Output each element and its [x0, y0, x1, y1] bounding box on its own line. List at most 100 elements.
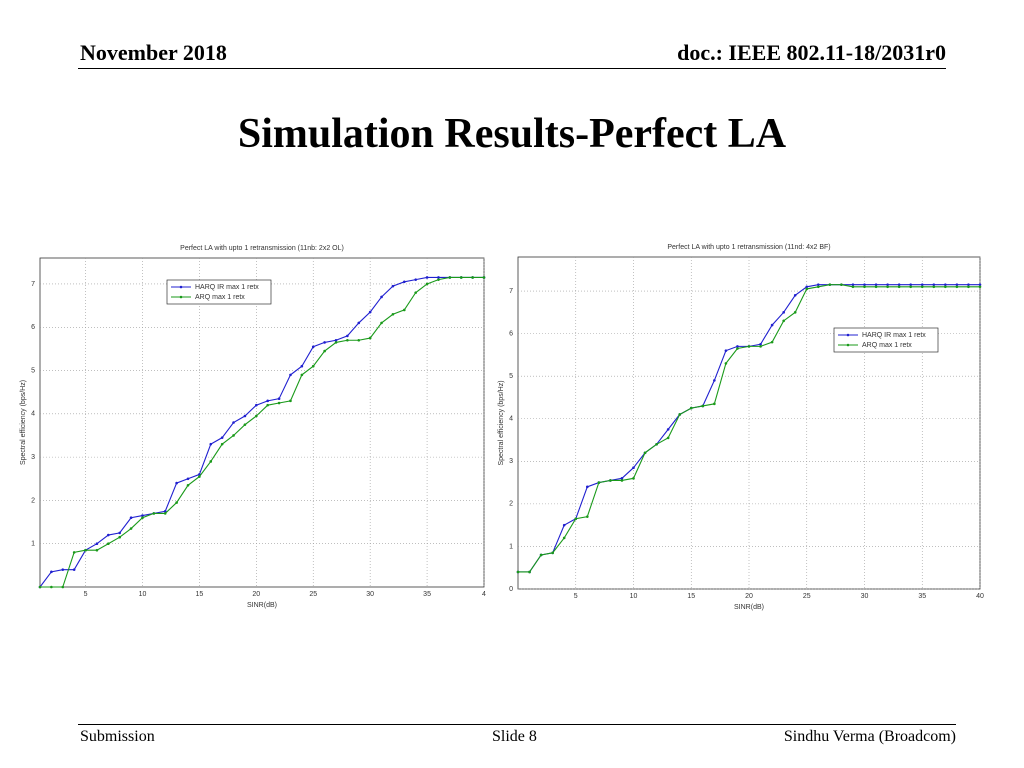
x-tick-label: 25	[309, 591, 317, 598]
data-point	[95, 548, 99, 552]
x-tick-label: 35	[423, 591, 431, 598]
data-point	[471, 276, 474, 279]
data-point	[300, 364, 304, 368]
y-tick-label: 5	[509, 373, 513, 380]
x-tick-label: 25	[803, 593, 811, 600]
data-point	[562, 523, 566, 527]
data-point	[38, 585, 42, 589]
data-point	[747, 345, 751, 348]
data-point	[886, 285, 889, 289]
data-point	[277, 397, 281, 400]
data-point	[874, 285, 878, 289]
data-point	[666, 436, 670, 440]
footer-left: Submission	[80, 728, 155, 745]
data-point	[586, 515, 589, 518]
data-point	[574, 517, 578, 521]
footer-center: Slide 8	[492, 728, 537, 745]
data-point	[334, 341, 338, 344]
legend-box	[833, 327, 939, 353]
data-point	[266, 399, 269, 403]
data-point	[482, 276, 486, 279]
data-point	[323, 349, 326, 353]
data-point	[817, 285, 820, 289]
data-point	[666, 428, 670, 431]
data-point	[198, 475, 201, 478]
data-point	[539, 553, 543, 557]
data-point	[277, 401, 281, 405]
data-point	[967, 283, 970, 286]
data-point	[817, 283, 820, 286]
data-point	[311, 364, 315, 368]
data-point	[175, 501, 178, 504]
data-point	[72, 568, 76, 571]
data-point	[516, 570, 520, 574]
data-point	[528, 570, 531, 574]
data-point	[909, 283, 912, 286]
data-point	[459, 276, 463, 279]
data-point	[300, 373, 304, 377]
data-point	[357, 321, 361, 325]
data-point	[152, 512, 156, 515]
slide-title: Simulation Results-Perfect LA	[237, 111, 787, 157]
data-point	[346, 338, 349, 342]
data-point	[932, 285, 936, 289]
data-point	[186, 483, 190, 487]
data-point	[72, 551, 76, 554]
data-point	[967, 285, 970, 289]
data-point	[897, 285, 901, 289]
data-point	[311, 345, 315, 349]
data-point	[805, 285, 809, 289]
data-point	[759, 342, 762, 346]
x-tick-label: 20	[252, 591, 260, 598]
data-point	[620, 479, 624, 482]
header-rule	[78, 68, 946, 69]
y-tick-label: 6	[31, 324, 35, 331]
x-tick-label: 5	[84, 591, 88, 598]
data-point	[909, 285, 912, 289]
data-point	[955, 283, 959, 286]
y-tick-label: 5	[31, 367, 35, 374]
x-tick-label: 10	[139, 591, 147, 598]
data-point	[209, 460, 213, 463]
y-axis-label: Spectral efficiency (bps/Hz)	[498, 380, 505, 465]
data-point	[95, 542, 99, 546]
data-point	[770, 323, 774, 327]
data-point	[632, 477, 635, 480]
y-tick-label: 7	[31, 281, 35, 288]
data-point	[61, 568, 65, 571]
data-point	[414, 291, 417, 294]
data-point	[425, 282, 429, 286]
chart-title: Perfect LA with upto 1 retransmission (1…	[180, 245, 344, 252]
data-point	[107, 542, 110, 546]
legend-label: ARQ max 1 retx	[195, 294, 245, 301]
x-axis-label: SINR(dB)	[734, 604, 764, 611]
legend-label: HARQ IR max 1 retx	[862, 332, 926, 339]
data-point	[141, 514, 144, 517]
data-point	[978, 285, 982, 289]
y-tick-label: 2	[509, 501, 513, 508]
data-point	[863, 283, 866, 286]
x-tick-label: 10	[630, 593, 638, 600]
data-point	[944, 283, 947, 286]
series-line	[40, 276, 484, 588]
data-point	[920, 283, 924, 286]
x-tick-label: 15	[195, 591, 203, 598]
header-doc: doc.: IEEE 802.11-18/2031r0	[677, 40, 946, 65]
data-point	[805, 287, 809, 291]
data-point	[944, 285, 947, 289]
data-point	[840, 283, 843, 286]
x-axis-label: SINR(dB)	[247, 602, 277, 609]
y-tick-label: 3	[509, 458, 513, 465]
legend-marker	[179, 295, 183, 299]
data-point	[793, 311, 797, 314]
data-point	[620, 477, 624, 480]
data-point	[437, 276, 440, 279]
data-point	[874, 283, 878, 286]
x-tick-label: 30	[366, 591, 374, 598]
data-point	[782, 319, 785, 323]
legend-marker	[846, 343, 850, 347]
data-point	[357, 338, 361, 342]
y-tick-label: 4	[509, 416, 513, 423]
data-point	[609, 479, 612, 482]
data-point	[50, 570, 53, 574]
